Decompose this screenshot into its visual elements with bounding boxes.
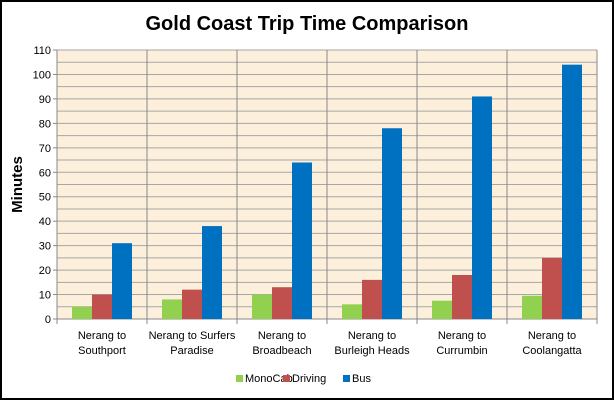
x-tick-label: Nerang to <box>348 330 396 342</box>
y-tick-label: 30 <box>39 241 51 253</box>
y-tick-label: 0 <box>45 314 51 326</box>
y-tick-label: 80 <box>39 118 51 130</box>
bar-monocab <box>522 295 542 319</box>
y-tick-label: 90 <box>39 94 51 106</box>
x-tick-label: Nerang to <box>438 330 486 342</box>
legend-label: Driving <box>292 373 326 385</box>
x-tick-label: Nerang to <box>528 330 576 342</box>
bar-bus <box>382 128 402 319</box>
bar-bus <box>292 162 312 319</box>
x-tick-label: Paradise <box>170 345 213 357</box>
bar-driving <box>542 257 562 319</box>
bar-driving <box>92 294 112 319</box>
bar-driving <box>272 287 292 319</box>
y-tick-label: 100 <box>33 69 51 81</box>
bar-monocab <box>342 304 362 319</box>
x-tick-label: Coolangatta <box>522 345 582 357</box>
x-tick-label: Currumbin <box>436 345 487 357</box>
bar-monocab <box>162 299 182 319</box>
x-tick-label: Nerang to <box>78 330 126 342</box>
legend-swatch-monocab <box>236 375 243 382</box>
y-tick-label: 40 <box>39 216 51 228</box>
bar-bus <box>112 243 132 319</box>
y-tick-label: 110 <box>33 45 51 57</box>
legend-label: MonoCab <box>245 373 293 385</box>
y-axis-label: Minutes <box>9 156 26 213</box>
x-tick-label: Southport <box>78 345 126 357</box>
chart-title: Gold Coast Trip Time Comparison <box>145 13 468 35</box>
y-tick-label: 50 <box>39 192 51 204</box>
x-tick-label: Burleigh Heads <box>334 345 410 357</box>
bar-bus <box>562 64 582 319</box>
bar-driving <box>362 279 382 319</box>
bar-bus <box>472 96 492 319</box>
legend-label: Bus <box>352 373 371 385</box>
y-tick-label: 10 <box>39 290 51 302</box>
bar-driving <box>182 289 202 319</box>
legend-swatch-driving <box>283 375 290 382</box>
bar-monocab <box>252 294 272 319</box>
bar-monocab <box>432 300 452 319</box>
bar-monocab <box>72 306 92 319</box>
y-tick-label: 60 <box>39 167 51 179</box>
x-tick-label: Nerang to Surfers <box>149 330 236 342</box>
x-tick-label: Nerang to <box>258 330 306 342</box>
y-tick-label: 20 <box>39 265 51 277</box>
legend-swatch-bus <box>343 375 350 382</box>
x-tick-label: Broadbeach <box>252 345 311 357</box>
y-tick-label: 70 <box>39 143 51 155</box>
bar-bus <box>202 226 222 319</box>
bar-driving <box>452 274 472 319</box>
